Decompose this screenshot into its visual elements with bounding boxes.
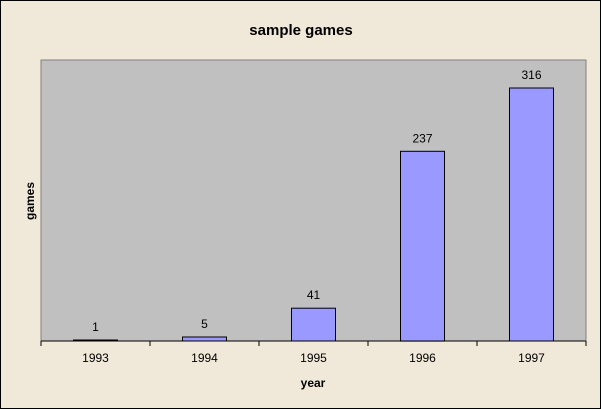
y-axis-label: games	[23, 182, 37, 220]
chart-title: sample games	[249, 22, 352, 39]
x-tick-label-1997: 1997	[518, 351, 545, 365]
plot-area	[40, 59, 587, 342]
data-labels: 1 5 41 237 316	[92, 68, 542, 334]
bar-series	[73, 87, 554, 342]
data-label-1996: 237	[412, 131, 432, 145]
data-label-1997: 316	[521, 68, 541, 82]
x-axis-label: year	[301, 376, 326, 390]
data-label-1993: 1	[92, 320, 99, 334]
x-tick-label-1996: 1996	[409, 351, 436, 365]
x-axis-ticks: 1993 1994 1995 1996 1997	[40, 341, 587, 365]
x-tick-label-1995: 1995	[300, 351, 327, 365]
data-label-1994: 5	[201, 317, 208, 331]
bar-1996	[400, 150, 445, 342]
bar-1995	[291, 307, 336, 342]
data-label-1995: 41	[307, 288, 321, 302]
x-tick-label-1993: 1993	[82, 351, 109, 365]
bar-1994	[182, 336, 227, 342]
x-tick-label-1994: 1994	[191, 351, 218, 365]
bar-1997	[509, 87, 554, 342]
